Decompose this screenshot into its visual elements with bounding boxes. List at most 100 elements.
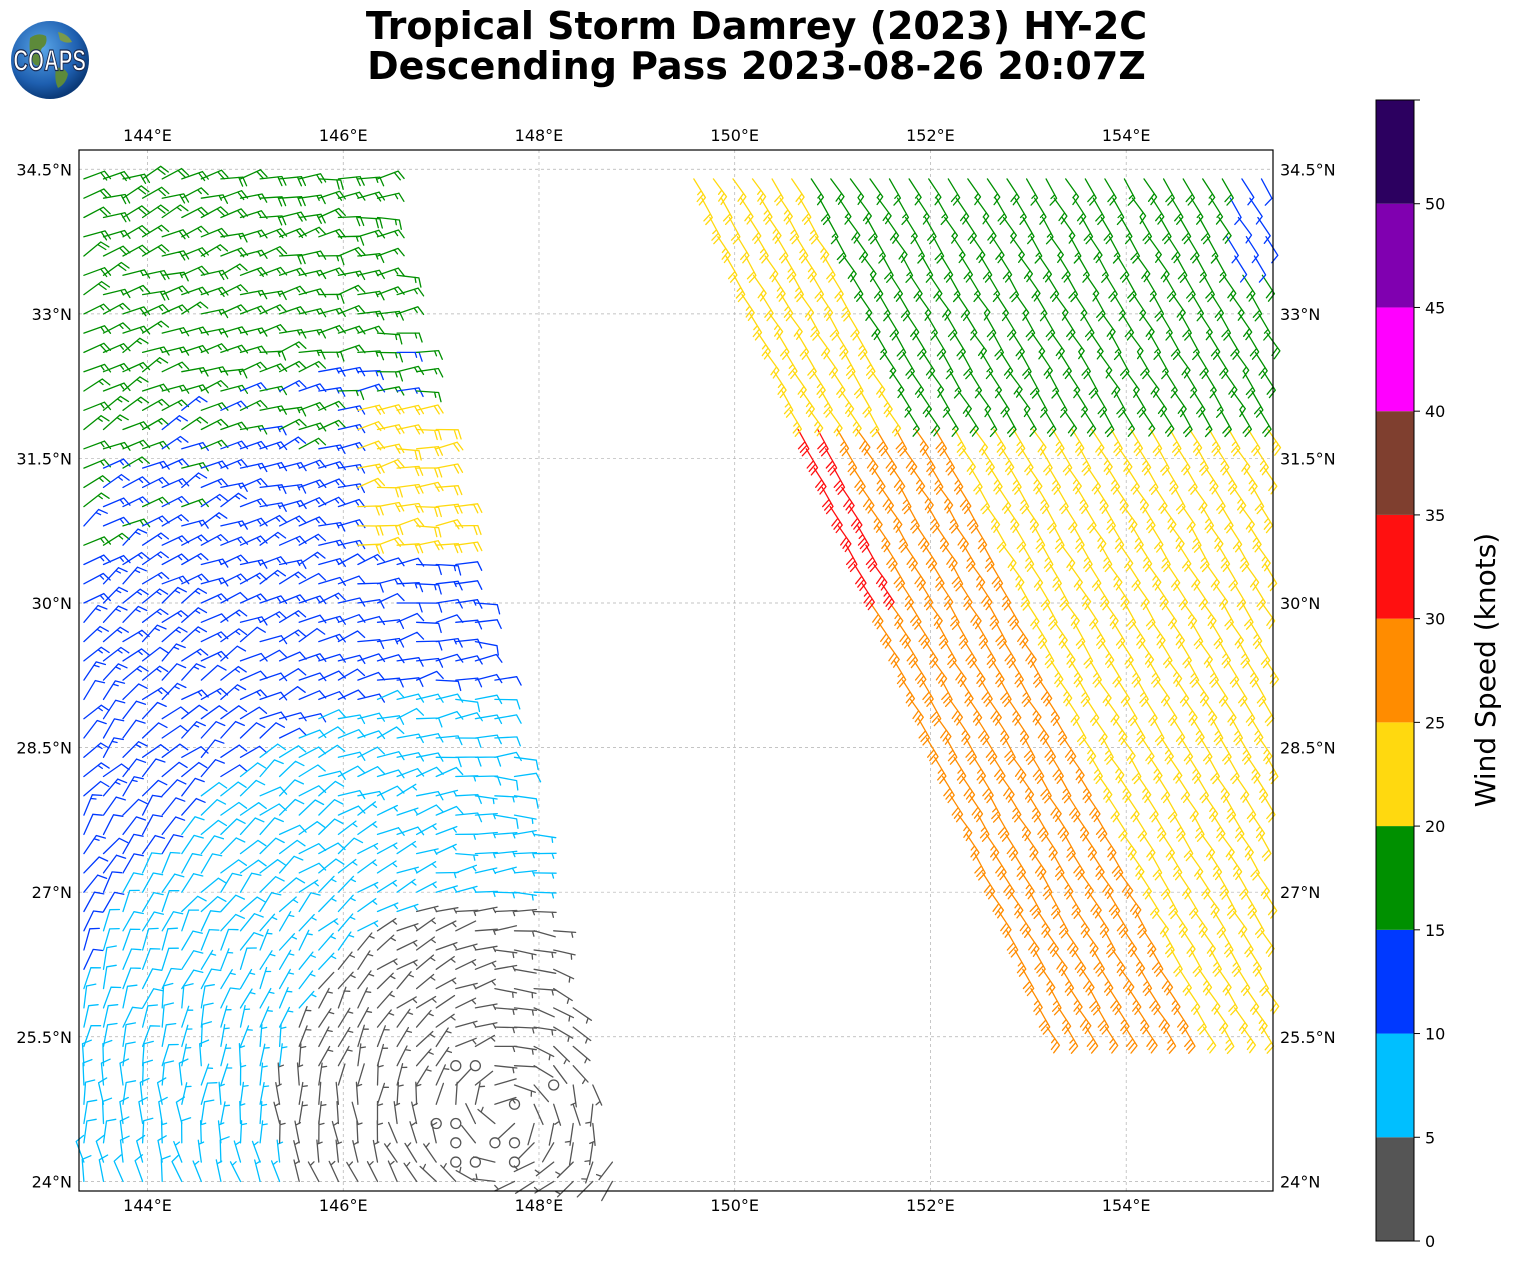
- wind-barb: [873, 563, 888, 591]
- wind-barb: [1074, 293, 1088, 322]
- wind-barb: [1215, 775, 1230, 803]
- wind-barb: [494, 775, 519, 791]
- wind-barb: [984, 737, 998, 765]
- wind-barb: [376, 654, 405, 664]
- wind-barb: [807, 216, 819, 245]
- wind-barb: [533, 852, 557, 859]
- wind-barb: [896, 525, 909, 553]
- wind-barb: [181, 895, 207, 913]
- wind-barb: [494, 1180, 516, 1192]
- wind-barb: [161, 663, 187, 681]
- wind-barb: [1013, 852, 1027, 881]
- wind-barb: [997, 486, 1012, 514]
- wind-barb: [158, 1096, 168, 1125]
- wind-barb: [1027, 698, 1042, 726]
- wind-barb: [1011, 660, 1024, 688]
- lon-tick-label: 144°E: [123, 1196, 172, 1215]
- wind-barb: [1095, 814, 1108, 842]
- wind-barb: [1080, 544, 1093, 573]
- wind-barb: [200, 478, 229, 489]
- wind-barb: [533, 987, 557, 996]
- wind-barb: [964, 640, 977, 669]
- wind-barb: [513, 949, 537, 960]
- wind-barb: [81, 1039, 92, 1067]
- wind-barb: [913, 660, 927, 688]
- wind-barb: [1046, 1026, 1061, 1054]
- wind-barb: [83, 363, 112, 373]
- wind-barb: [1061, 640, 1076, 668]
- wind-barb: [357, 932, 375, 951]
- wind-barb: [1043, 409, 1057, 437]
- wind-barb: [141, 346, 170, 356]
- wind-barb: [1145, 795, 1159, 823]
- wind-barb: [1099, 448, 1113, 476]
- wind-barb: [171, 1154, 183, 1183]
- wind-barb: [181, 816, 205, 836]
- wind-barb: [318, 293, 345, 304]
- wind-barb: [357, 859, 378, 874]
- lat-tick-label: 30°N: [32, 594, 72, 613]
- wind-barb: [141, 1117, 154, 1144]
- wind-barb: [474, 928, 498, 936]
- wind-barb: [1106, 371, 1121, 398]
- colorbar-tick-label: 40: [1425, 402, 1445, 421]
- wind-barb: [83, 1079, 96, 1105]
- wind-barb: [889, 274, 904, 302]
- wind-barb: [181, 930, 203, 951]
- wind-barb: [376, 827, 405, 836]
- wind-barb: [818, 197, 831, 226]
- wind-barb: [1083, 833, 1098, 861]
- wind-barb: [1188, 756, 1202, 784]
- wind-barb: [200, 460, 229, 470]
- wind-barb: [1220, 409, 1232, 438]
- wind-barb: [83, 762, 110, 778]
- wind-barb: [102, 261, 130, 276]
- wind-barb: [259, 987, 275, 1009]
- wind-barb: [435, 977, 457, 990]
- wind-barb: [357, 970, 375, 990]
- wind-barb: [396, 1008, 414, 1028]
- wind-barb: [1032, 428, 1047, 456]
- wind-barb: [396, 768, 425, 778]
- wind-barb: [533, 910, 557, 918]
- wind-barb: [102, 718, 125, 739]
- wind-barb: [1207, 332, 1221, 360]
- colorbar-tick-label: 25: [1425, 713, 1445, 732]
- wind-barb: [415, 1030, 436, 1048]
- wind-barb: [239, 399, 268, 411]
- wind-barb: [816, 332, 831, 360]
- wind-barb: [1170, 525, 1185, 553]
- wind-barb: [455, 756, 482, 767]
- wind-barb: [864, 448, 879, 475]
- wind-barb: [977, 390, 992, 418]
- wind-barb: [988, 698, 1002, 726]
- wind-barb: [936, 621, 949, 650]
- wind-barb: [161, 982, 174, 1009]
- wind-barb: [951, 563, 964, 592]
- wind-barb: [318, 1062, 328, 1086]
- lat-tick-labels-left: 34.5°N33°N31.5°N30°N28.5°N27°N25.5°N24°N: [16, 160, 72, 1191]
- wind-barb: [912, 236, 925, 264]
- wind-barb: [1086, 371, 1099, 399]
- wind-barb: [102, 605, 128, 623]
- wind-barb: [278, 380, 307, 392]
- wind-barb: [1090, 332, 1104, 360]
- wind-barb: [811, 274, 825, 303]
- wind-barb: [318, 952, 337, 970]
- wind-barb: [141, 911, 165, 932]
- wind-barb: [383, 1142, 398, 1163]
- wind-barb: [181, 344, 209, 354]
- wind-barb: [200, 1063, 214, 1086]
- wind-barb: [239, 1120, 248, 1144]
- wind-barb: [200, 512, 228, 527]
- wind-barb: [337, 235, 365, 246]
- wind-barb: [1221, 178, 1234, 206]
- wind-barb: [435, 907, 459, 914]
- wind-barb: [316, 1139, 323, 1163]
- wind-barb: [141, 304, 170, 315]
- wind-barb: [181, 587, 208, 604]
- wind-barb: [455, 561, 483, 571]
- wind-barb: [181, 648, 209, 662]
- wind-barb: [555, 1180, 574, 1198]
- wind-barb: [455, 864, 478, 874]
